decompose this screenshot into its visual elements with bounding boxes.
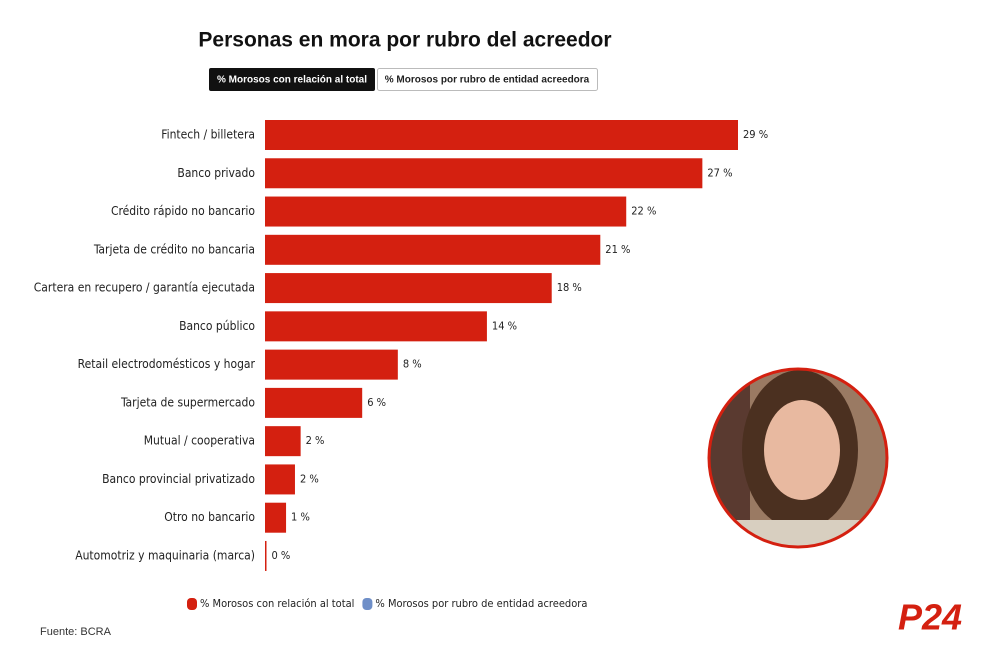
category-label: Fintech / billetera	[161, 128, 255, 142]
category-label: Tarjeta de crédito no bancaria	[93, 242, 255, 256]
value-label: 14 %	[492, 319, 517, 332]
category-label: Mutual / cooperativa	[144, 434, 255, 448]
value-label: 21 %	[605, 243, 630, 256]
value-label: 18 %	[557, 281, 582, 294]
bar	[265, 502, 287, 533]
value-label: 1 %	[291, 511, 310, 524]
toggle-active[interactable]: % Morosos con relación al total	[209, 68, 375, 91]
category-label: Banco privado	[177, 166, 255, 180]
bar	[265, 426, 301, 457]
bar	[265, 387, 363, 418]
toggle-bg[interactable]	[209, 68, 375, 91]
value-label: 29 %	[743, 128, 768, 141]
bar	[265, 464, 295, 495]
legend-label: % Morosos por rubro de entidad acreedora	[375, 597, 587, 610]
portrait-border	[707, 367, 889, 549]
value-label: 2 %	[300, 472, 319, 485]
bar	[265, 120, 738, 150]
category-label: Banco provincial privatizado	[102, 472, 255, 486]
source: Fuente: BCRA	[40, 626, 112, 638]
category-label: Automotriz y maquinaria (marca)	[75, 548, 255, 562]
value-label: 2 %	[306, 434, 325, 447]
bar	[265, 540, 267, 571]
legend-swatch	[362, 598, 373, 610]
category-label: Banco público	[179, 319, 255, 333]
plot: Fintech / billetera 29 % Banco privado 27 %…	[34, 120, 768, 571]
toggle-inactive[interactable]: % Morosos por rubro de entidad acreedora	[377, 68, 598, 91]
value-label: 8 %	[403, 358, 422, 371]
face	[764, 400, 840, 500]
bar	[265, 311, 487, 342]
value-label: 0 %	[272, 549, 291, 562]
category-label: Retail electrodomésticos y hogar	[78, 357, 256, 371]
logo: P24	[898, 597, 962, 638]
bar	[265, 196, 627, 227]
value-label: 22 %	[631, 205, 656, 218]
toggle-label[interactable]: % Morosos con relación al total	[217, 75, 367, 86]
toggle-bg[interactable]	[377, 68, 598, 91]
value-label: 27 %	[707, 166, 732, 179]
toggle-label[interactable]: % Morosos por rubro de entidad acreedora	[385, 75, 590, 86]
value-label: 6 %	[367, 396, 386, 409]
legend-swatch	[187, 598, 197, 610]
bar	[265, 349, 398, 380]
legend-label: % Morosos con relación al total	[200, 597, 354, 610]
shirt	[730, 520, 870, 547]
bar	[265, 234, 601, 265]
category-label: Otro no bancario	[164, 510, 255, 524]
chart-title: Personas en mora por rubro del acreedor	[198, 29, 611, 52]
legend: % Morosos con relación al total % Morosos…	[187, 597, 587, 610]
category-label: Tarjeta de supermercado	[120, 395, 255, 409]
category-label: Crédito rápido no bancario	[111, 204, 255, 218]
category-label: Cartera en recupero / garantía ejecutada	[34, 281, 255, 295]
bar	[265, 273, 552, 304]
portrait	[707, 367, 889, 549]
bar	[265, 158, 703, 189]
